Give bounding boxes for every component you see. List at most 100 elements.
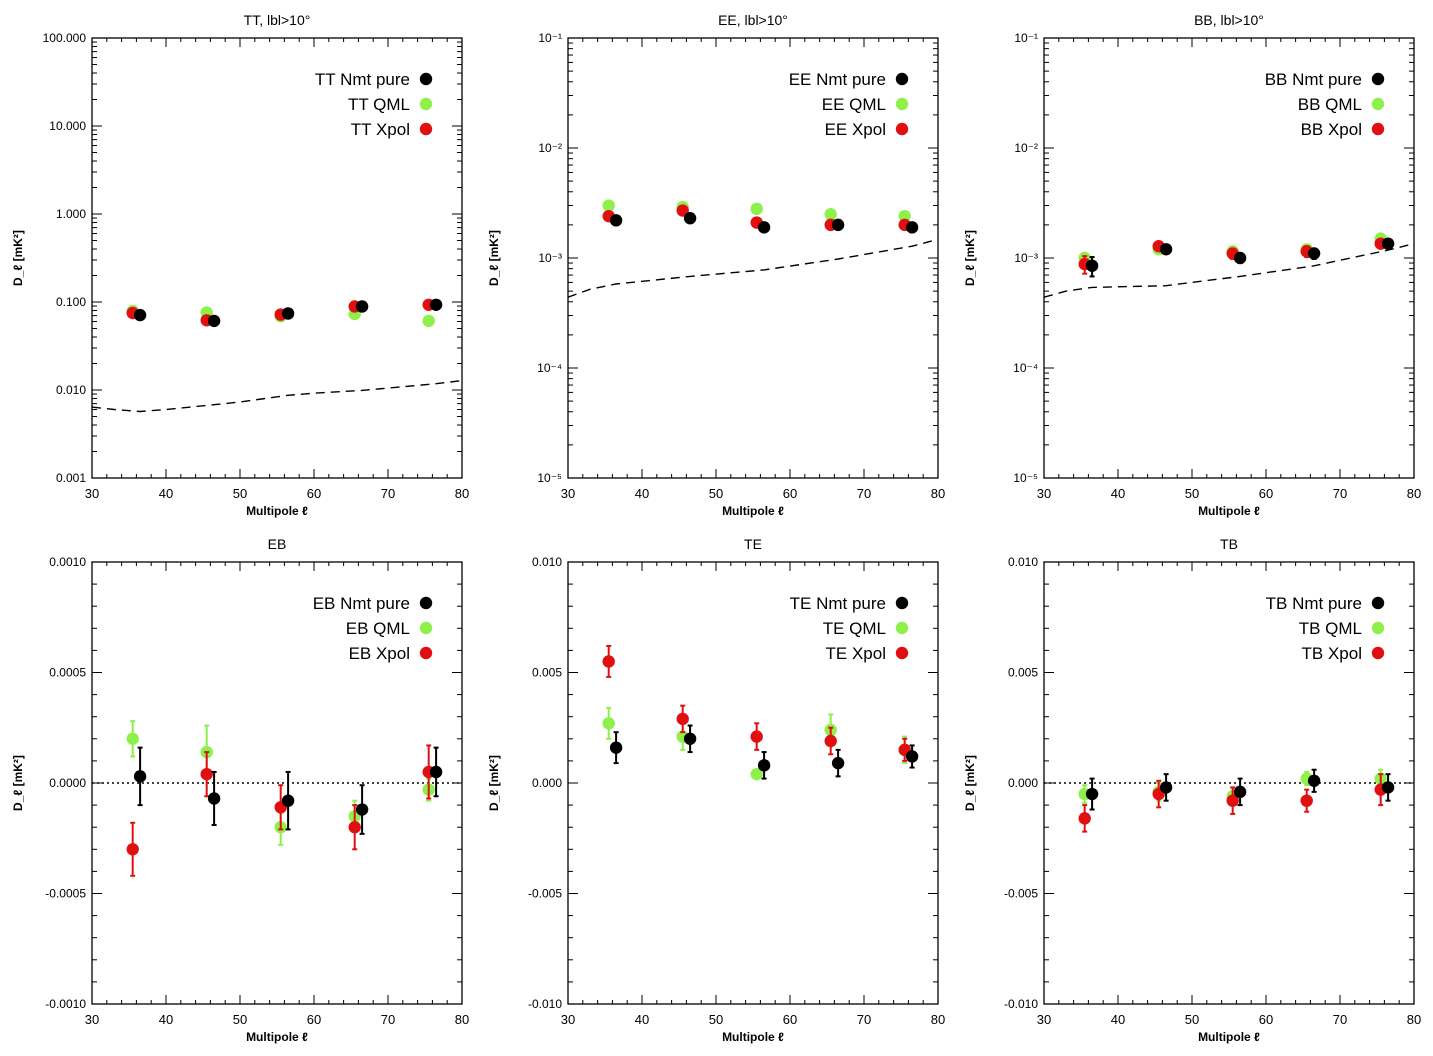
series-nmt <box>609 724 919 780</box>
x-tick-label: 40 <box>1111 486 1125 501</box>
x-axis-label: Multipole ℓ <box>1198 504 1260 518</box>
noise-reference-curve <box>567 238 939 298</box>
series-xpol <box>1078 237 1387 275</box>
legend-label: TT QML <box>348 95 410 114</box>
x-tick-label: 50 <box>233 1012 247 1027</box>
data-point-qml <box>824 208 837 221</box>
series-nmt <box>1085 768 1395 811</box>
legend-marker <box>419 122 433 136</box>
x-tick-label: 50 <box>709 486 723 501</box>
y-tick-label: 10.000 <box>49 119 86 133</box>
data-point-nmt <box>1085 259 1099 272</box>
data-point-qml <box>750 202 763 216</box>
legend-marker <box>419 72 433 86</box>
legend-label: EB Xpol <box>349 644 410 663</box>
legend-marker <box>419 97 433 111</box>
x-tick-label: 80 <box>455 486 469 501</box>
data-point-xpol <box>348 821 361 834</box>
legend-label: TB QML <box>1299 619 1362 638</box>
data-point-xpol <box>676 712 689 726</box>
series-nmt <box>133 298 443 328</box>
y-tick-label: 0.005 <box>532 666 562 680</box>
data-point-xpol <box>200 767 213 781</box>
y-axis-label: D_ℓ [mK²] <box>963 755 977 811</box>
legend: EB Nmt pure EB QML EB Xpol <box>313 594 433 663</box>
y-tick-label: 0.000 <box>1008 776 1038 790</box>
data-point-nmt <box>281 794 295 807</box>
y-tick-label: 10⁻² <box>538 141 562 155</box>
legend-marker <box>895 72 909 86</box>
noise-reference-curve <box>1043 243 1415 298</box>
legend-label: EB Nmt pure <box>313 594 410 613</box>
y-tick-label: 10⁻⁵ <box>1013 471 1038 485</box>
y-tick-label: 100.000 <box>43 31 87 45</box>
data-point-nmt <box>281 307 295 320</box>
data-point-nmt <box>683 212 697 225</box>
x-tick-label: 60 <box>1259 486 1273 501</box>
data-point-xpol <box>602 655 615 668</box>
legend: TT Nmt pure TT QML TT Xpol <box>315 70 433 139</box>
x-tick-label: 40 <box>159 486 173 501</box>
legend-marker <box>419 621 433 635</box>
legend-marker <box>895 646 909 660</box>
y-tick-label: 0.005 <box>1008 666 1038 680</box>
x-tick-label: 70 <box>1333 486 1347 501</box>
data-point-nmt <box>609 741 623 754</box>
x-tick-label: 40 <box>635 486 649 501</box>
series-xpol <box>602 644 911 762</box>
x-tick-label: 60 <box>307 1012 321 1027</box>
x-tick-label: 80 <box>931 1012 945 1027</box>
chart-title: EE, lbl>10° <box>718 12 788 28</box>
data-point-xpol <box>126 843 139 856</box>
legend-label: TB Xpol <box>1302 644 1362 663</box>
y-tick-label: 0.010 <box>532 555 562 569</box>
x-tick-label: 50 <box>709 1012 723 1027</box>
legend-label: EE Xpol <box>825 120 886 139</box>
legend-marker <box>1371 122 1385 136</box>
panel-ee: EE, lbl>10° 30 40 50 60 70 80 10⁻⁵ 10⁻⁴ 10⁻³ 10⁻² 1… <box>487 12 945 518</box>
x-axis-label: Multipole ℓ <box>722 1030 784 1044</box>
data-point-nmt <box>1159 243 1173 256</box>
y-tick-label: 1.000 <box>56 207 86 221</box>
x-tick-label: 30 <box>1037 486 1051 501</box>
data-point-qml <box>750 767 763 781</box>
y-axis-label: D_ℓ [mK²] <box>963 230 977 286</box>
data-point-nmt <box>1159 781 1173 794</box>
x-tick-label: 40 <box>635 1012 649 1027</box>
y-axis-label: D_ℓ [mK²] <box>487 230 501 286</box>
x-tick-label: 70 <box>1333 1012 1347 1027</box>
panel-bb: BB, lbl>10° 30 40 50 60 70 80 10⁻⁵ 10⁻⁴ 10⁻³ 10⁻² 1… <box>963 12 1421 518</box>
x-axis-label: Multipole ℓ <box>722 504 784 518</box>
panel-te: TE 30 40 50 60 70 80 -0.010 -0.005 0.000 0.005 0.01… <box>487 536 945 1044</box>
x-axis-label: Multipole ℓ <box>246 1030 308 1044</box>
legend-label: TE Nmt pure <box>790 594 886 613</box>
data-point-qml <box>898 209 911 223</box>
y-tick-label: 10⁻² <box>1014 141 1038 155</box>
x-tick-label: 70 <box>857 1012 871 1027</box>
series-nmt <box>1085 237 1395 278</box>
x-tick-label: 70 <box>857 486 871 501</box>
y-tick-label: -0.010 <box>528 997 562 1011</box>
y-tick-label: -0.005 <box>1004 887 1038 901</box>
x-tick-label: 30 <box>1037 1012 1051 1027</box>
y-tick-label: 10⁻¹ <box>538 31 562 45</box>
data-point-nmt <box>1307 247 1321 260</box>
legend-marker <box>895 122 909 136</box>
series-xpol <box>126 744 435 877</box>
data-point-nmt <box>757 759 771 772</box>
y-tick-label: -0.0010 <box>45 997 86 1011</box>
data-point-nmt <box>609 214 623 227</box>
legend-label: EB QML <box>346 619 410 638</box>
y-tick-label: 0.0005 <box>49 666 86 680</box>
series-nmt <box>609 212 919 234</box>
y-axis-label: D_ℓ [mK²] <box>11 755 25 811</box>
legend-label: TE QML <box>823 619 886 638</box>
data-point-nmt <box>429 298 443 311</box>
data-point-nmt <box>1381 237 1395 250</box>
data-point-nmt <box>1307 774 1321 787</box>
y-tick-label: 0.0010 <box>49 555 86 569</box>
y-tick-label: 0.000 <box>532 776 562 790</box>
data-point-nmt <box>1381 781 1395 794</box>
data-point-nmt <box>831 218 845 232</box>
legend-marker <box>1371 596 1385 610</box>
